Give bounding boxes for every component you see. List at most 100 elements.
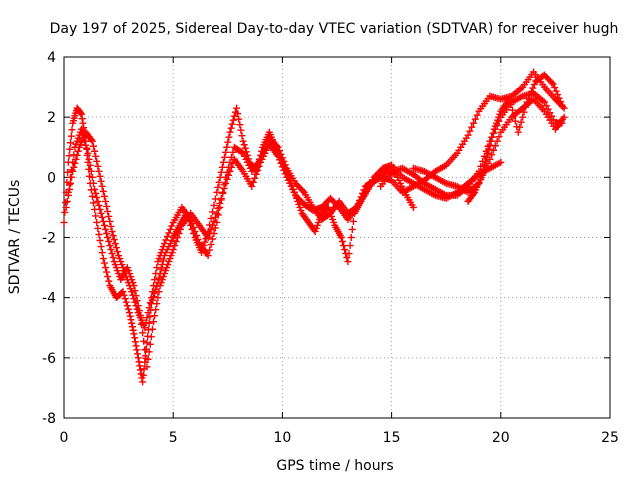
data-point: [128, 288, 136, 296]
data-point: [131, 338, 139, 346]
data-point: [143, 314, 151, 322]
data-point: [240, 141, 248, 149]
data-point: [107, 222, 115, 230]
data-point: [66, 145, 74, 153]
data-point: [209, 221, 217, 229]
data-point: [88, 137, 96, 145]
data-point: [522, 103, 530, 111]
data-point: [470, 119, 477, 127]
data-point: [274, 143, 282, 151]
data-point: [77, 109, 85, 117]
data-point: [540, 98, 548, 106]
data-point: [353, 203, 361, 211]
data-point: [92, 152, 100, 160]
data-point: [106, 217, 114, 225]
data-point: [69, 167, 77, 175]
data-point: [277, 159, 285, 167]
data-point: [204, 252, 212, 260]
data-point: [147, 333, 155, 341]
data-point: [275, 156, 283, 164]
data-point: [99, 217, 107, 225]
data-point: [108, 250, 116, 258]
data-point: [152, 306, 160, 314]
data-point: [74, 147, 82, 155]
data-point: [126, 312, 134, 320]
data-point: [131, 334, 139, 342]
data-point: [478, 169, 486, 177]
data-point: [473, 111, 481, 119]
data-point: [555, 94, 563, 102]
data-point: [64, 188, 72, 196]
x-tick-label: 5: [169, 430, 178, 446]
data-point: [520, 108, 528, 116]
data-point: [207, 225, 215, 233]
data-point: [213, 209, 221, 217]
data-point: [216, 199, 224, 207]
chart-title: Day 197 of 2025, Sidereal Day-to-day VTE…: [50, 21, 619, 37]
data-point: [225, 133, 233, 141]
series-track-1: [60, 104, 417, 386]
data-point: [175, 229, 183, 237]
data-point: [109, 231, 117, 239]
data-point: [236, 121, 244, 129]
data-point: [201, 238, 209, 246]
y-tick-label: -4: [42, 291, 56, 307]
data-point: [477, 173, 485, 181]
data-point: [134, 354, 142, 362]
data-point: [119, 288, 127, 296]
x-tick-label: 10: [273, 430, 291, 446]
data-point: [96, 205, 104, 213]
data-point: [281, 170, 289, 178]
data-point: [529, 84, 537, 92]
data-point: [79, 119, 87, 127]
data-point: [206, 246, 214, 254]
data-point: [299, 187, 307, 195]
data-point: [548, 79, 556, 87]
data-point: [239, 137, 247, 145]
data-point: [527, 88, 535, 96]
x-tick-label: 15: [383, 430, 401, 446]
data-point: [341, 246, 349, 254]
data-point: [162, 236, 170, 244]
data-point: [190, 223, 198, 231]
data-point: [111, 240, 119, 248]
data-point: [223, 175, 231, 183]
x-tick-label: 25: [601, 430, 619, 446]
data-point: [514, 128, 522, 136]
data-point: [63, 197, 71, 205]
y-axis-label: SDTVAR / TECUs: [7, 180, 23, 295]
data-point: [511, 117, 519, 125]
data-point: [139, 329, 147, 337]
data-point: [91, 147, 99, 155]
data-point: [224, 138, 232, 146]
grid: [64, 57, 610, 418]
data-point: [280, 166, 288, 174]
data-point: [85, 155, 93, 163]
series-track-2: [62, 128, 505, 332]
data-point: [148, 325, 156, 333]
data-point: [220, 184, 228, 192]
data-point: [151, 312, 159, 320]
data-point: [468, 123, 476, 131]
data-point: [129, 326, 137, 334]
data-point: [549, 80, 557, 88]
data-point: [127, 316, 135, 324]
data-point: [507, 101, 515, 109]
data-point: [526, 91, 534, 99]
data-point: [152, 270, 160, 278]
data-point: [94, 197, 102, 205]
data-point: [248, 182, 256, 190]
data-point: [227, 163, 235, 171]
data-point: [142, 319, 150, 327]
data-point: [105, 277, 113, 285]
data-point: [155, 274, 163, 282]
data-point: [226, 167, 234, 175]
data-point: [128, 319, 136, 327]
data-point: [356, 196, 364, 204]
data-point: [488, 133, 496, 141]
data-point: [87, 167, 95, 175]
data-point: [191, 227, 199, 235]
data-point: [480, 161, 488, 169]
y-tick-label: 4: [47, 50, 56, 66]
x-tick-label: 0: [60, 430, 69, 446]
